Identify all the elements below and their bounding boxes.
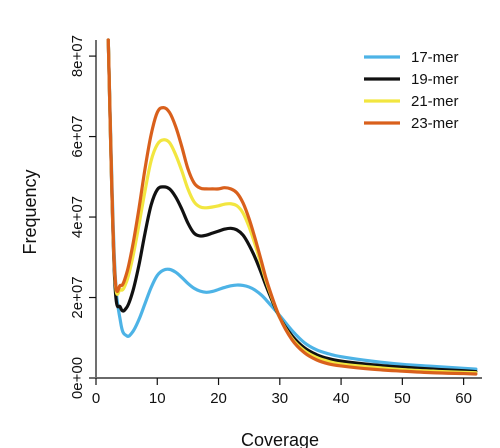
y-axis-title: Frequency <box>20 169 40 254</box>
x-tick-label: 10 <box>149 390 166 407</box>
series-line-17-mer <box>106 38 478 371</box>
legend-label: 19-mer <box>411 71 459 88</box>
legend-label: 23-mer <box>411 115 459 132</box>
legend-label: 17-mer <box>411 49 459 66</box>
y-tick-label: 8e+07 <box>69 35 86 77</box>
series-line-23-mer <box>106 38 478 376</box>
x-tick-label: 0 <box>92 390 100 407</box>
y-tick-label: 2e+07 <box>69 276 86 318</box>
y-tick-label: 6e+07 <box>69 116 86 158</box>
legend: 17-mer 19-mer 21-mer 23-mer <box>364 49 459 132</box>
x-axis-title: Coverage <box>241 430 319 448</box>
series-line-19-mer <box>106 38 478 374</box>
series-lines <box>106 38 478 376</box>
y-ticks: 0e+00 2e+07 4e+07 6e+07 8e+07 <box>69 35 96 399</box>
axes <box>95 40 482 379</box>
x-tick-label: 40 <box>333 390 350 407</box>
x-tick-label: 60 <box>455 390 472 407</box>
series-line-21-mer <box>106 38 478 375</box>
legend-label: 21-mer <box>411 93 459 110</box>
y-tick-label: 0e+00 <box>69 357 86 399</box>
y-tick-label: 4e+07 <box>69 196 86 238</box>
x-tick-label: 20 <box>210 390 227 407</box>
x-tick-label: 30 <box>271 390 288 407</box>
x-ticks: 0 10 20 30 40 50 60 <box>92 378 472 407</box>
x-tick-label: 50 <box>394 390 411 407</box>
